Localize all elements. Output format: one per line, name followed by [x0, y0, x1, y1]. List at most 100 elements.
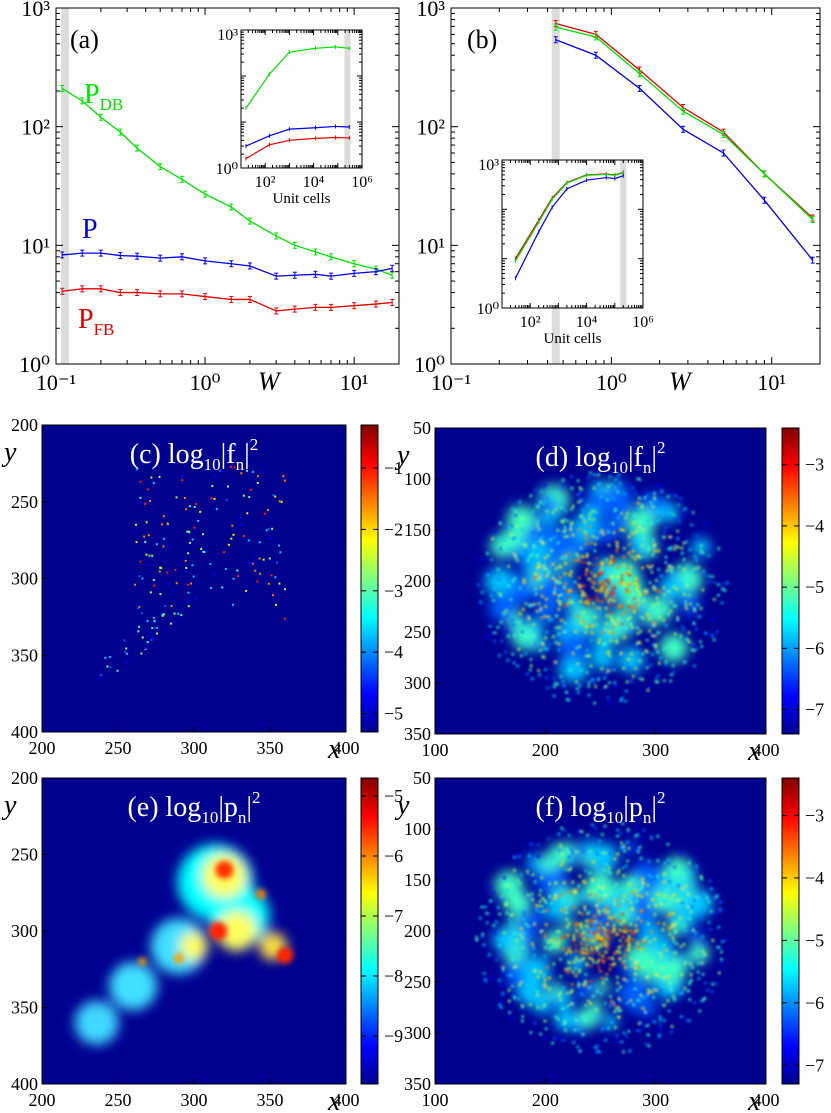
- inset-x-tick-label: 10⁶: [351, 174, 373, 191]
- heatmap-cell: [697, 977, 701, 980]
- heatmap-cell: [688, 872, 691, 875]
- heatmap-cell: [646, 976, 649, 979]
- heatmap-cell: [582, 509, 585, 513]
- heatmap-cell: [535, 506, 539, 509]
- heatmap-cell: [574, 949, 578, 953]
- heatmap-cell: [646, 688, 650, 692]
- heatmap-cell: [670, 1030, 673, 1034]
- heatmap-cell: [664, 660, 668, 663]
- heatmap-cell: [502, 612, 505, 615]
- heatmap-cell: [548, 947, 552, 950]
- heatmap-cell: [487, 571, 490, 574]
- heatmap-cell: [618, 482, 622, 485]
- heatmap-cell: [650, 837, 653, 840]
- heatmap-blob: [570, 848, 584, 862]
- heatmap-cell: [543, 1004, 546, 1007]
- inset-bg: [241, 30, 362, 168]
- heatmap-cell: [183, 497, 186, 500]
- heatmap-cell: [247, 539, 250, 542]
- heatmap-cell: [637, 1022, 641, 1025]
- heatmap-cell: [484, 978, 487, 981]
- heatmap-cell: [540, 586, 543, 589]
- heatmap-cell: [569, 525, 573, 529]
- heatmap-cell: [188, 531, 191, 534]
- heatmap-blob: [526, 540, 549, 564]
- heatmap-cell: [528, 1003, 532, 1006]
- heatmap-cell: [644, 1011, 648, 1014]
- heatmap-cell: [654, 989, 658, 992]
- heatmap-cell: [618, 581, 621, 585]
- y-tick-label: 400: [11, 1074, 38, 1094]
- heatmap-cell: [650, 930, 653, 934]
- heatmap-cell: [660, 574, 663, 578]
- heatmap-cell: [493, 530, 497, 534]
- heatmap-cell: [701, 551, 705, 554]
- title-part: |: [246, 792, 252, 823]
- heatmap-cell: [648, 617, 651, 620]
- heatmap-cell: [632, 675, 635, 678]
- heatmap-cell: [576, 493, 579, 497]
- heatmap-cell: [170, 622, 173, 625]
- heatmap-cell: [720, 601, 724, 605]
- heatmap-cell: [544, 985, 548, 989]
- heatmap-cell: [585, 603, 589, 606]
- heatmap-cell: [620, 697, 623, 700]
- heatmap-cell: [594, 510, 597, 514]
- heatmap-cell: [562, 585, 566, 589]
- heatmap-cell: [606, 696, 610, 700]
- heatmap-cell: [590, 678, 594, 681]
- heatmap-cell: [674, 544, 677, 548]
- heatmap-cell: [697, 962, 700, 965]
- heatmap-cell: [561, 1023, 565, 1026]
- heatmap-cell: [164, 605, 167, 608]
- heatmap-cell: [613, 599, 616, 602]
- heatmap-cell: [608, 968, 612, 971]
- heatmap-cell: [638, 525, 642, 529]
- heatmap-cell: [536, 1006, 540, 1009]
- heatmap-cell: [655, 650, 659, 654]
- inset-series-line: [245, 46, 350, 109]
- heatmap-cell: [488, 624, 492, 628]
- heatmap-cell: [671, 936, 675, 940]
- heatmap-cell: [671, 566, 674, 570]
- y-tick-label: 10²: [21, 115, 50, 140]
- heatmap-cell: [584, 973, 588, 976]
- heatmap-cell: [271, 594, 274, 597]
- heatmap-cell: [503, 876, 506, 880]
- heatmap-cell: [576, 1045, 580, 1049]
- heatmap-cell: [535, 575, 539, 579]
- heatmap-cell: [584, 984, 587, 988]
- heatmap-cell: [688, 911, 691, 914]
- panel-title: (f) log10|pn|2: [536, 788, 666, 827]
- heatmap-cell: [719, 900, 722, 904]
- heatmap-cell: [611, 522, 615, 525]
- heatmap-cell: [589, 980, 593, 983]
- heatmap-cell: [540, 929, 544, 933]
- heatmap-cell: [539, 1032, 542, 1036]
- heatmap-cell: [623, 894, 626, 898]
- heatmap-cell: [571, 601, 574, 604]
- heatmap-cell: [195, 503, 198, 506]
- heatmap-cell: [553, 536, 556, 539]
- heatmap-cell: [677, 884, 680, 887]
- y-tick-label: 300: [11, 921, 38, 941]
- heatmap-cell: [548, 684, 552, 688]
- heatmap-cell: [561, 908, 565, 912]
- heatmap-cell: [565, 952, 568, 955]
- heatmap-cell: [545, 909, 548, 912]
- heatmap-cell: [638, 556, 642, 560]
- heatmap-cell: [655, 676, 659, 679]
- heatmap-cell: [181, 474, 184, 477]
- heatmap-cell: [640, 948, 643, 952]
- heatmap-cell: [592, 994, 595, 998]
- heatmap-cell: [539, 574, 543, 578]
- heatmap-cell: [239, 516, 242, 519]
- heatmap-cell: [580, 584, 583, 587]
- heatmap-cell: [543, 647, 547, 651]
- heatmap-cell: [245, 589, 248, 592]
- y-tick-label: 10³: [416, 0, 445, 21]
- heatmap-cell: [617, 933, 620, 936]
- heatmap-cell: [516, 900, 520, 904]
- heatmap-cell: [575, 929, 578, 933]
